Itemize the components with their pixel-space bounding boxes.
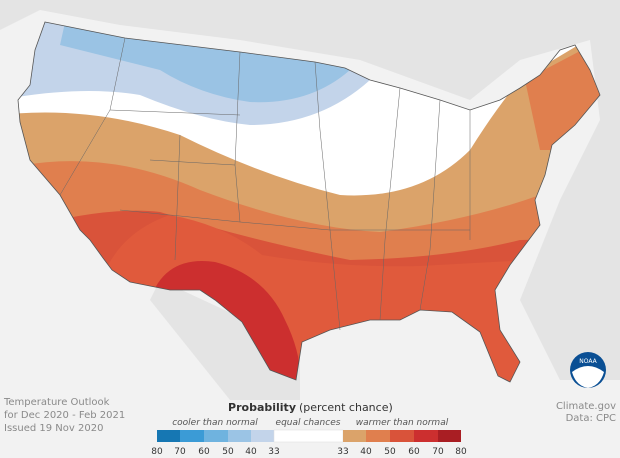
legend-swatch xyxy=(273,429,344,443)
legend-swatch xyxy=(438,430,461,442)
legend-tick: 70 xyxy=(174,447,186,457)
legend-swatch xyxy=(366,430,390,442)
legend-tick: 60 xyxy=(408,447,420,457)
warm-label: warmer than normal xyxy=(356,418,449,428)
legend-title: Probability xyxy=(228,401,296,414)
legend-swatch xyxy=(228,430,251,442)
legend-tick: 50 xyxy=(384,447,396,457)
legend-swatch xyxy=(251,430,274,442)
legend-swatch xyxy=(180,430,204,442)
canada xyxy=(0,0,620,380)
noaa-logo-text: NOAA xyxy=(579,358,597,365)
legend-swatch xyxy=(204,430,228,442)
legend-swatch xyxy=(390,430,414,442)
legend-tick: 40 xyxy=(360,447,372,457)
title-line: for Dec 2020 - Feb 2021 xyxy=(4,410,125,421)
legend-tick: 40 xyxy=(245,447,257,457)
cool-label: cooler than normal xyxy=(172,418,258,428)
legend-tick: 50 xyxy=(222,447,234,457)
legend-tick: 33 xyxy=(268,447,279,457)
legend-tick: 80 xyxy=(455,447,467,457)
noaa-logo-wave xyxy=(572,366,604,388)
legend-tick: 60 xyxy=(198,447,210,457)
legend-tick: 70 xyxy=(432,447,444,457)
legend-bar: 80 70 60 50 40 33 33 40 50 60 70 80 xyxy=(151,429,467,457)
legend-swatch xyxy=(414,430,438,442)
legend-subtitle: (percent chance) xyxy=(299,401,393,414)
state-lines xyxy=(59,37,471,331)
legend-tick: 80 xyxy=(151,447,163,457)
mexico xyxy=(150,280,300,400)
legend-swatch xyxy=(343,430,366,442)
credit-source: Climate.gov xyxy=(556,401,616,412)
legend-swatch xyxy=(157,430,180,442)
neutral-label: equal chances xyxy=(276,418,341,428)
legend-tick: 33 xyxy=(337,447,348,457)
credit-data: Data: CPC xyxy=(566,413,616,424)
title-line: Issued 19 Nov 2020 xyxy=(4,423,103,434)
title-line: Temperature Outlook xyxy=(3,397,110,408)
